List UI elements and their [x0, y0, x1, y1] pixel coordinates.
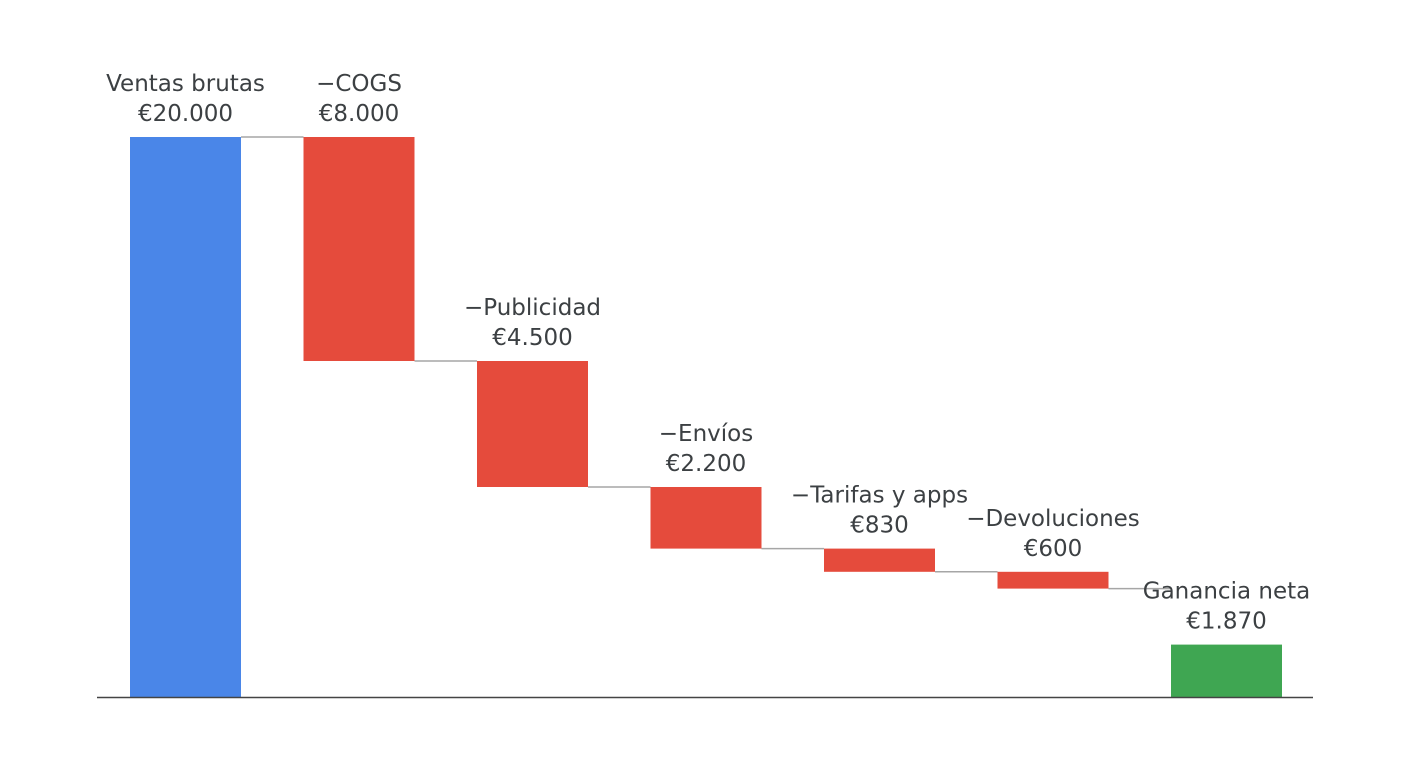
connector-lines [241, 136, 1171, 590]
bars [130, 137, 1282, 697]
value-label-ganancia-neta: €1.870 [1186, 609, 1266, 635]
value-label-envios: €2.200 [666, 451, 746, 477]
value-label-cogs: €8.000 [319, 101, 399, 127]
category-label-tarifas-y-apps: −Tarifas y apps [791, 483, 968, 509]
category-label-ventas-brutas: Ventas brutas [106, 71, 265, 97]
bar-publicidad [477, 361, 588, 487]
category-label-devoluciones: −Devoluciones [966, 506, 1140, 532]
bar-envios [650, 487, 762, 549]
value-label-publicidad: €4.500 [492, 325, 572, 351]
bar-devoluciones [997, 571, 1109, 589]
bar-ventas-brutas [130, 137, 241, 697]
value-label-devoluciones: €600 [1024, 536, 1083, 562]
category-label-cogs: −COGS [316, 71, 402, 97]
bar-labels: Ventas brutas €20.000 −COGS €8.000 −Publicid… [106, 71, 1310, 635]
bar-tarifas-y-apps [824, 548, 935, 572]
category-label-publicidad: −Publicidad [464, 295, 601, 321]
value-label-ventas-brutas: €20.000 [138, 101, 233, 127]
bar-ganancia-neta [1171, 644, 1282, 697]
bar-cogs [303, 137, 415, 361]
value-label-tarifas-y-apps: €830 [850, 513, 909, 539]
category-label-envios: −Envíos [659, 421, 753, 447]
category-label-ganancia-neta: Ganancia neta [1143, 579, 1310, 605]
